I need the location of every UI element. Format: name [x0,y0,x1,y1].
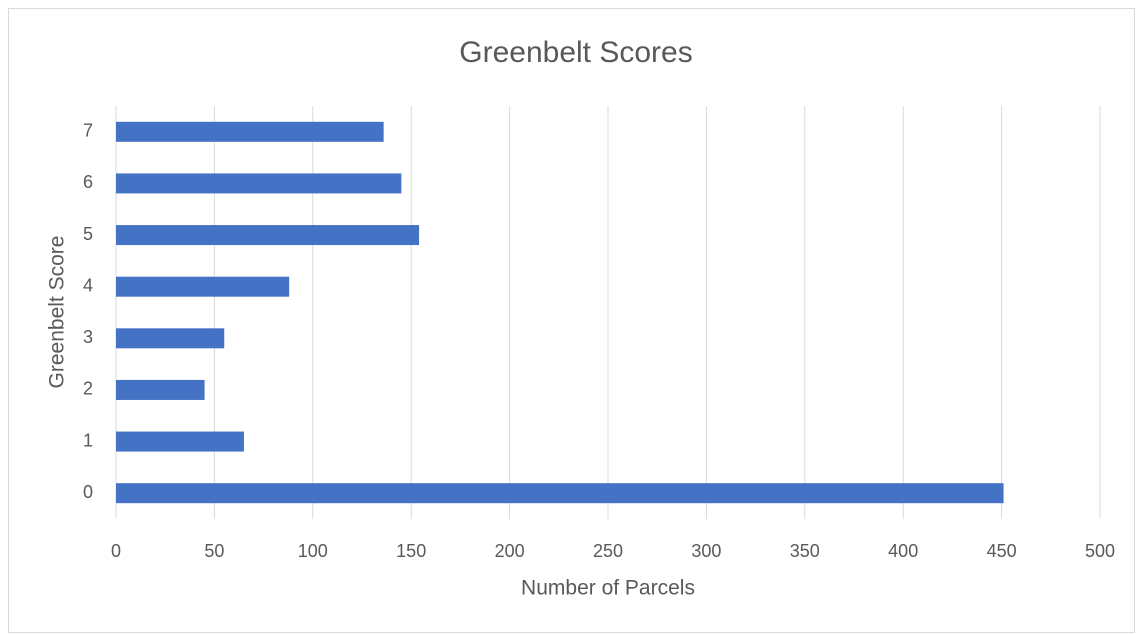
bar [116,225,420,246]
x-tick-label: 250 [593,541,623,561]
x-tick-label: 350 [790,541,820,561]
x-tick-label: 100 [298,541,328,561]
bar [116,173,402,194]
x-tick-label: 400 [888,541,918,561]
x-tick-label: 200 [495,541,525,561]
x-tick-label: 300 [691,541,721,561]
bar [116,276,290,297]
x-tick-label: 150 [396,541,426,561]
x-tick-label: 0 [111,541,121,561]
x-axis-title: Number of Parcels [521,577,695,600]
bar [116,121,384,142]
y-tick-label: 0 [83,482,93,502]
chart-title: Greenbelt Scores [459,36,692,69]
y-tick-label: 2 [83,379,93,399]
y-tick-label: 7 [83,121,93,141]
y-tick-label: 4 [83,275,93,295]
bar [116,328,225,349]
x-tick-label: 450 [987,541,1017,561]
y-axis-title: Greenbelt Score [46,236,69,389]
y-tick-label: 3 [83,327,93,347]
chart-border [8,8,1135,633]
y-tick-label: 1 [83,430,93,450]
bar [116,483,1004,504]
y-tick-label: 6 [83,172,93,192]
x-tick-label: 500 [1085,541,1115,561]
bar [116,431,244,452]
y-tick-label: 5 [83,224,93,244]
bar [116,379,205,400]
x-tick-label: 50 [204,541,224,561]
